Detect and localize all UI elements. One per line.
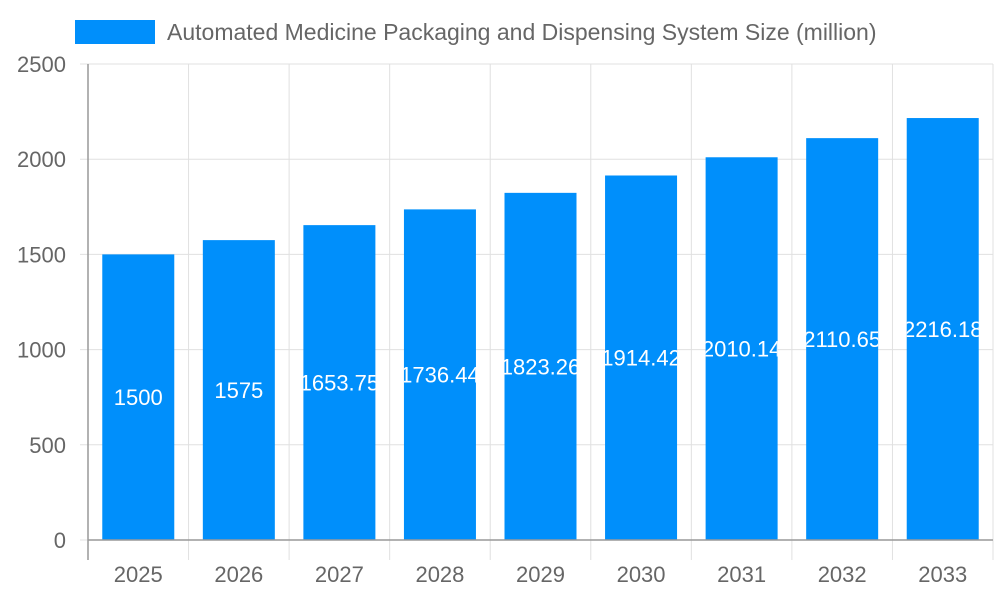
- bar: [303, 225, 376, 540]
- y-tick-label: 1000: [17, 338, 66, 363]
- legend-label[interactable]: Automated Medicine Packaging and Dispens…: [167, 19, 877, 45]
- bar: [605, 175, 678, 540]
- axes: 0 500 1000 1500 2000 2500 2025 2026 2027 2028 2029…: [17, 52, 993, 587]
- bar: [806, 138, 879, 540]
- legend-swatch[interactable]: [75, 20, 155, 44]
- x-tick-label: 2025: [114, 562, 163, 587]
- bar: [202, 240, 275, 540]
- data-label: 2010.14: [702, 337, 782, 362]
- data-label: 2216.18: [903, 317, 983, 342]
- bar: [906, 118, 979, 540]
- bar: [705, 157, 778, 540]
- data-label: 1653.75: [300, 371, 380, 396]
- bar: [102, 254, 175, 540]
- x-tick-label: 2030: [617, 562, 666, 587]
- legend[interactable]: Automated Medicine Packaging and Dispens…: [75, 19, 877, 45]
- x-tick-label: 2031: [717, 562, 766, 587]
- data-label: 1575: [214, 378, 263, 403]
- data-label: 1736.44: [400, 363, 480, 388]
- x-tick-label: 2029: [516, 562, 565, 587]
- y-tick-label: 500: [29, 433, 66, 458]
- x-tick-label: 2028: [415, 562, 464, 587]
- y-tick-label: 0: [54, 528, 66, 553]
- bar: [403, 209, 476, 540]
- data-label: 1823.26: [501, 354, 581, 379]
- x-tick-label: 2026: [214, 562, 263, 587]
- x-tick-label: 2032: [818, 562, 867, 587]
- data-label: 2110.65: [803, 327, 881, 352]
- y-tick-label: 2000: [17, 147, 66, 172]
- y-tick-label: 2500: [17, 52, 66, 77]
- data-label: 1914.42: [601, 346, 681, 371]
- bars: 1500 1575 1653.75 1736.44 1823.26 1914.42 2010…: [102, 118, 983, 540]
- x-tick-label: 2033: [918, 562, 967, 587]
- x-tick-label: 2027: [315, 562, 364, 587]
- grid: [80, 63, 994, 560]
- y-tick-label: 1500: [17, 242, 66, 267]
- data-label: 1500: [114, 385, 163, 410]
- bar: [504, 192, 577, 540]
